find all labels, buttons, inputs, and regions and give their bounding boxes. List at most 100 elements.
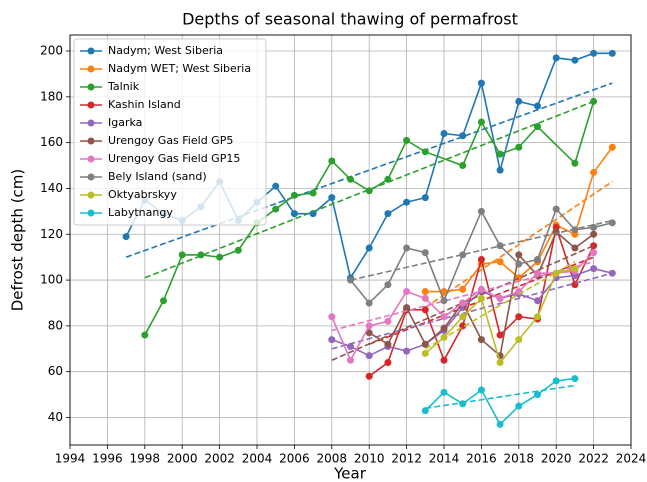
legend-label: Urengoy Gas Field GP15	[108, 152, 240, 165]
y-tick-label: 140	[40, 181, 63, 195]
x-tick-label: 1994	[55, 452, 86, 466]
legend-label: Nadym WET; West Siberia	[108, 62, 251, 75]
point	[403, 198, 411, 206]
x-tick-label: 2010	[354, 452, 385, 466]
point	[421, 148, 429, 156]
y-tick-label: 40	[48, 410, 63, 424]
legend-label: Kashin Island	[108, 98, 181, 111]
point	[365, 244, 373, 252]
point	[384, 317, 392, 325]
legend-marker	[87, 137, 95, 145]
point	[440, 356, 448, 364]
point	[421, 407, 429, 415]
legend-marker	[87, 173, 95, 181]
point	[347, 356, 354, 364]
x-tick-label: 2022	[578, 452, 609, 466]
trend-line	[331, 272, 613, 350]
trend-line	[144, 100, 594, 279]
point	[515, 260, 523, 268]
point	[440, 313, 448, 321]
point	[477, 294, 485, 302]
point	[571, 226, 579, 234]
point	[421, 249, 429, 257]
point	[421, 294, 429, 302]
point	[552, 205, 560, 213]
point	[384, 210, 392, 218]
point	[552, 377, 560, 385]
point	[496, 331, 504, 339]
plot-frame	[69, 34, 632, 446]
point	[477, 118, 485, 126]
x-tick-label: 2024	[616, 452, 647, 466]
point	[496, 242, 504, 250]
point	[571, 265, 579, 273]
point	[384, 175, 392, 183]
point	[552, 54, 560, 62]
y-tick-label: 120	[40, 227, 63, 241]
legend-marker	[87, 209, 95, 217]
x-tick-label: 1998	[130, 452, 161, 466]
point	[384, 340, 392, 348]
point	[421, 306, 429, 314]
x-tick-label: 2004	[242, 452, 273, 466]
y-tick-label: 80	[48, 318, 63, 332]
legend-marker	[87, 119, 95, 127]
legend-marker	[87, 65, 95, 73]
point	[178, 251, 186, 259]
point	[440, 333, 448, 341]
point	[440, 388, 448, 396]
point	[515, 97, 523, 105]
point	[122, 233, 130, 241]
y-tick-label: 60	[48, 364, 63, 378]
y-tick-label: 200	[40, 44, 63, 58]
x-tick-label: 2008	[317, 452, 348, 466]
point	[552, 269, 560, 277]
x-tick-label: 2002	[204, 452, 235, 466]
point	[534, 123, 541, 131]
point	[403, 304, 411, 312]
x-tick-label: 2018	[504, 452, 535, 466]
point	[608, 219, 616, 227]
point	[590, 265, 598, 273]
point	[515, 143, 523, 151]
point	[421, 288, 429, 296]
point	[421, 340, 429, 348]
point	[459, 251, 467, 259]
point	[571, 56, 579, 64]
trend-line	[424, 180, 613, 309]
trend-line	[125, 82, 613, 258]
point	[403, 288, 411, 296]
point	[328, 157, 336, 165]
point	[197, 251, 205, 259]
point	[477, 386, 485, 394]
point	[496, 150, 504, 158]
point	[216, 253, 224, 261]
point	[440, 297, 448, 305]
point	[309, 189, 317, 197]
point	[571, 159, 579, 167]
point	[496, 166, 504, 174]
point	[590, 97, 598, 105]
point	[440, 129, 448, 137]
point	[141, 331, 149, 339]
point	[534, 269, 541, 277]
point	[365, 322, 373, 330]
legend-marker	[87, 155, 95, 163]
point	[459, 162, 467, 170]
point	[328, 194, 336, 202]
point	[290, 210, 298, 218]
legend-marker	[87, 83, 95, 91]
legend-marker	[87, 191, 95, 199]
legend-box	[73, 38, 267, 226]
point	[459, 299, 467, 307]
point	[608, 49, 616, 57]
x-axis-label: Year	[333, 465, 367, 482]
point	[477, 79, 485, 87]
point	[590, 242, 598, 250]
point	[365, 372, 373, 380]
point	[534, 255, 541, 263]
point	[534, 297, 541, 305]
point	[290, 191, 298, 199]
x-tick-label: 2020	[541, 452, 572, 466]
series-line	[331, 267, 613, 357]
